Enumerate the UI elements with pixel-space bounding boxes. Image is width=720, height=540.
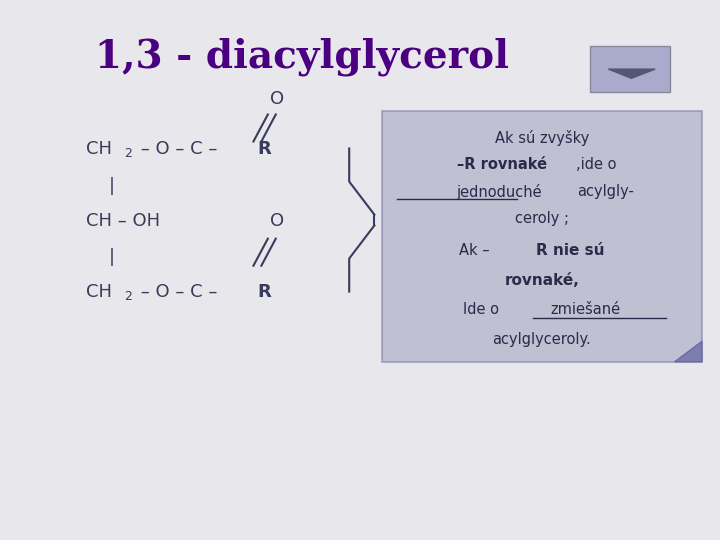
Polygon shape <box>675 341 702 362</box>
FancyBboxPatch shape <box>382 111 702 362</box>
Text: R: R <box>258 139 271 158</box>
Text: acylgly-: acylgly- <box>577 184 634 199</box>
Text: Ak –: Ak – <box>459 243 495 258</box>
Text: – O – C –: – O – C – <box>135 139 223 158</box>
Text: Ak sú zvyšky: Ak sú zvyšky <box>495 130 589 146</box>
Text: rovnaké,: rovnaké, <box>505 273 579 288</box>
Polygon shape <box>608 69 655 78</box>
Text: Ide o: Ide o <box>463 302 498 318</box>
Text: –R rovnaké: –R rovnaké <box>457 157 547 172</box>
Text: acylglyceroly.: acylglyceroly. <box>492 332 591 347</box>
Text: R nie sú: R nie sú <box>536 243 605 258</box>
Text: jednoduché: jednoduché <box>456 184 541 200</box>
Text: 2: 2 <box>124 147 132 160</box>
Text: |: | <box>109 247 114 266</box>
Text: O: O <box>270 212 284 231</box>
Text: CH: CH <box>86 139 112 158</box>
Text: ceroly ;: ceroly ; <box>515 211 569 226</box>
Text: CH – OH: CH – OH <box>86 212 161 231</box>
Text: 2: 2 <box>124 290 132 303</box>
Text: 1,3 - diacylglycerol: 1,3 - diacylglycerol <box>96 38 510 76</box>
Text: zmiešané: zmiešané <box>550 302 620 318</box>
FancyBboxPatch shape <box>590 46 670 92</box>
Text: |: | <box>109 177 114 195</box>
Text: R: R <box>258 282 271 301</box>
Text: – O – C –: – O – C – <box>135 282 223 301</box>
Text: ,ide o: ,ide o <box>575 157 616 172</box>
Text: CH: CH <box>86 282 112 301</box>
Text: O: O <box>270 90 284 108</box>
